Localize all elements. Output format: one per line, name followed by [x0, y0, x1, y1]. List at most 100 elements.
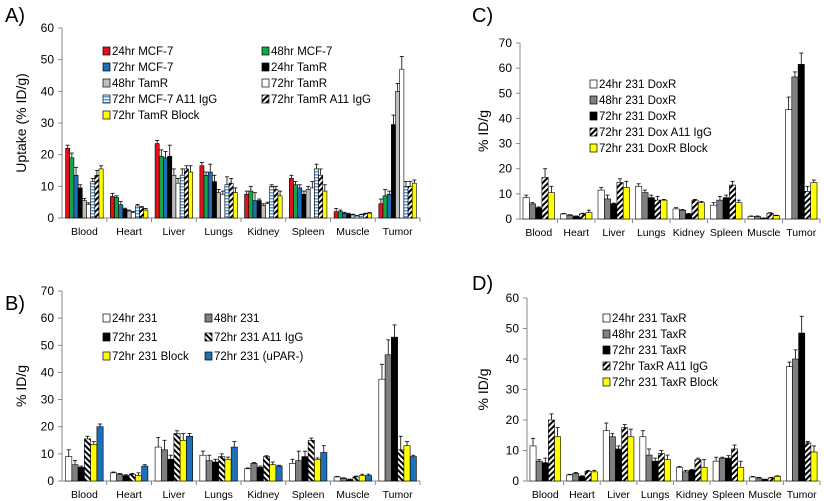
- bar-lungs: [651, 460, 659, 482]
- y-tick-label: 40: [506, 352, 520, 366]
- legend-swatch: [102, 94, 111, 104]
- bar-muscle: [365, 475, 372, 482]
- bar-muscle: [342, 212, 347, 219]
- panel-c: C) 0 10 20 30 40 50 60 70 % ID/g Blood Heart Liver Lu…: [472, 5, 821, 239]
- y-tick-label: 20: [506, 413, 520, 427]
- x-tick-label: Tumor: [383, 226, 413, 238]
- bar-blood: [65, 456, 73, 482]
- x-tick-label: Muscle: [336, 489, 369, 501]
- bar-heart: [122, 475, 130, 482]
- bar-liver: [186, 435, 193, 482]
- bar-tumor: [791, 76, 799, 220]
- bar-tumor: [403, 445, 411, 482]
- legend-item: 72hr 231 TaxR Block: [602, 377, 718, 389]
- bar-lungs: [639, 436, 647, 482]
- bar-lungs: [212, 181, 217, 219]
- bar-muscle: [766, 212, 774, 220]
- x-tick-label: Heart: [116, 489, 142, 501]
- y-tick-label: 0: [505, 212, 512, 226]
- bar-muscle: [753, 216, 761, 220]
- y-tick-label: 10: [41, 447, 55, 461]
- legend-item: 24hr 231: [102, 313, 157, 325]
- y-tick-label: 60: [41, 311, 55, 325]
- bar-lungs: [203, 174, 209, 219]
- bar-liver: [158, 155, 164, 219]
- legend-swatch: [204, 313, 213, 323]
- bar-liver: [167, 458, 175, 482]
- bar-heart: [135, 205, 140, 219]
- legend-item: 48hr 231 TaxR: [602, 329, 687, 341]
- legend-swatch: [102, 351, 111, 361]
- bar-spleen: [297, 187, 303, 219]
- bar-liver: [175, 182, 181, 219]
- legend-item: 24hr 231 DoxR: [589, 79, 676, 91]
- bar-kidney: [682, 471, 690, 482]
- legend-swatch: [602, 329, 611, 339]
- bar-kidney: [256, 200, 262, 219]
- bar-muscle: [333, 476, 341, 482]
- bar-tumor: [810, 182, 818, 220]
- bar-spleen: [289, 463, 296, 482]
- bar-heart: [126, 210, 132, 219]
- y-tick-label: 70: [41, 284, 55, 298]
- legend-swatch: [261, 78, 270, 88]
- legend-swatch: [589, 79, 598, 89]
- legend-swatch: [102, 332, 111, 342]
- x-tick-label: Kidney: [673, 227, 706, 239]
- bar-liver: [603, 198, 611, 220]
- x-tick-label: Kidney: [676, 489, 709, 501]
- bar-spleen: [320, 452, 328, 482]
- bar-tumor: [391, 124, 396, 219]
- bar-heart: [579, 213, 587, 220]
- bar-kidney: [260, 205, 266, 219]
- x-tick-label: Tumor: [786, 227, 816, 239]
- legend-label: 72hr TamR: [271, 78, 327, 90]
- bar-muscle: [767, 477, 775, 482]
- bar-heart: [116, 473, 124, 482]
- bar-blood: [96, 426, 104, 482]
- y-axis-label: Uptake (% ID/g): [13, 73, 29, 173]
- legend-item: 72hr 231 (uPAR-): [204, 351, 303, 363]
- legend-label: 48hr MCF-7: [271, 46, 332, 58]
- bar-liver: [610, 203, 618, 220]
- bar-liver: [627, 436, 635, 482]
- legend-swatch: [589, 143, 598, 153]
- bar-liver: [609, 436, 616, 482]
- bar-tumor: [409, 456, 417, 482]
- bar-heart: [578, 476, 586, 482]
- bar-tumor: [804, 191, 812, 220]
- bar-lungs: [230, 446, 238, 482]
- bar-muscle: [333, 211, 339, 219]
- bar-lungs: [232, 192, 238, 219]
- bar-blood: [98, 168, 104, 219]
- bar-muscle: [367, 212, 372, 219]
- y-tick-label: 60: [506, 291, 520, 305]
- bar-blood: [84, 438, 91, 482]
- bar-kidney: [688, 470, 696, 482]
- bar-heart: [590, 471, 598, 482]
- bar-heart: [110, 196, 115, 219]
- bar-spleen: [731, 448, 738, 482]
- bar-lungs: [635, 186, 643, 220]
- y-tick-label: 50: [41, 338, 55, 352]
- bar-kidney: [678, 209, 686, 220]
- bar-heart: [585, 212, 593, 220]
- x-tick-label: Heart: [116, 226, 142, 238]
- bar-blood: [77, 467, 85, 482]
- bar-lungs: [224, 458, 232, 482]
- bar-heart: [114, 197, 119, 219]
- legend-swatch: [102, 110, 111, 120]
- legend-swatch: [602, 361, 611, 371]
- legend-item: 72hr 231 DoxR: [589, 111, 676, 123]
- bar-heart: [118, 204, 124, 219]
- bar-muscle: [773, 476, 781, 482]
- legend-swatch: [589, 127, 598, 137]
- bar-muscle: [761, 479, 769, 482]
- bar-kidney: [700, 466, 708, 482]
- bar-spleen: [725, 457, 732, 482]
- x-tick-label: Lungs: [204, 489, 233, 501]
- legend-item: 72hr 231 A11 IgG: [204, 332, 303, 344]
- bar-blood: [77, 187, 83, 219]
- bar-liver: [615, 448, 622, 482]
